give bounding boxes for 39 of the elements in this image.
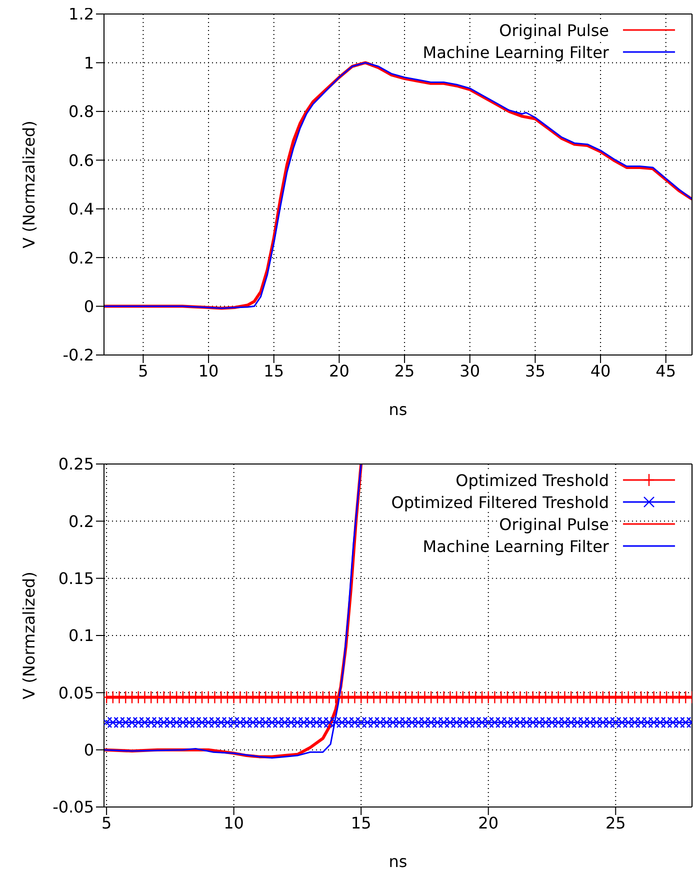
x-tick-label: 25 — [605, 813, 626, 832]
x-tick-label: 30 — [460, 361, 480, 380]
x-axis-title: ns — [388, 852, 408, 871]
y-tick-label: 0.1 — [68, 626, 94, 646]
x-tick-label: 15 — [350, 813, 372, 832]
y-tick-label: 0.4 — [68, 200, 94, 219]
x-tick-label: 5 — [138, 361, 148, 380]
y-tick-label: 1 — [84, 53, 94, 72]
legend-label: Machine Learning Filter — [422, 42, 609, 62]
y-tick-label: 1.2 — [68, 4, 94, 24]
y-tick-label: 0 — [84, 740, 94, 760]
x-tick-label: 20 — [478, 813, 499, 832]
y-tick-label: 0.25 — [58, 454, 94, 474]
y-tick-label: 0.15 — [58, 569, 94, 588]
legend-label: Machine Learning Filter — [422, 536, 609, 556]
x-tick-label: 25 — [394, 361, 415, 380]
y-tick-label: 0.2 — [68, 248, 94, 268]
y-tick-label: 0.6 — [68, 150, 94, 170]
x-tick-label: 10 — [224, 813, 244, 832]
legend-label: Optimized Filtered Treshold — [391, 492, 609, 512]
y-tick-label: 0.2 — [68, 512, 94, 531]
y-tick-label: 0.05 — [58, 683, 94, 702]
legend-label: Original Pulse — [499, 20, 609, 40]
x-tick-label: 40 — [590, 361, 611, 380]
x-tick-label: 10 — [198, 361, 219, 380]
x-tick-label: 5 — [101, 813, 112, 832]
y-tick-label: 0.8 — [68, 102, 94, 122]
y-axis-title: V (Normzalized) — [20, 120, 39, 248]
y-tick-label: 0 — [84, 296, 94, 316]
legend-label: Optimized Treshold — [456, 470, 609, 490]
x-tick-label: 45 — [656, 361, 676, 380]
y-axis-title: V (Normzalized) — [20, 572, 39, 700]
y-tick-label: -0.05 — [52, 798, 94, 817]
x-tick-label: 15 — [264, 361, 284, 380]
x-tick-label: 20 — [329, 361, 350, 380]
y-tick-label: -0.2 — [62, 346, 94, 365]
legend-label: Original Pulse — [499, 514, 609, 534]
x-tick-label: 35 — [525, 361, 546, 380]
x-axis-title: ns — [388, 400, 408, 419]
